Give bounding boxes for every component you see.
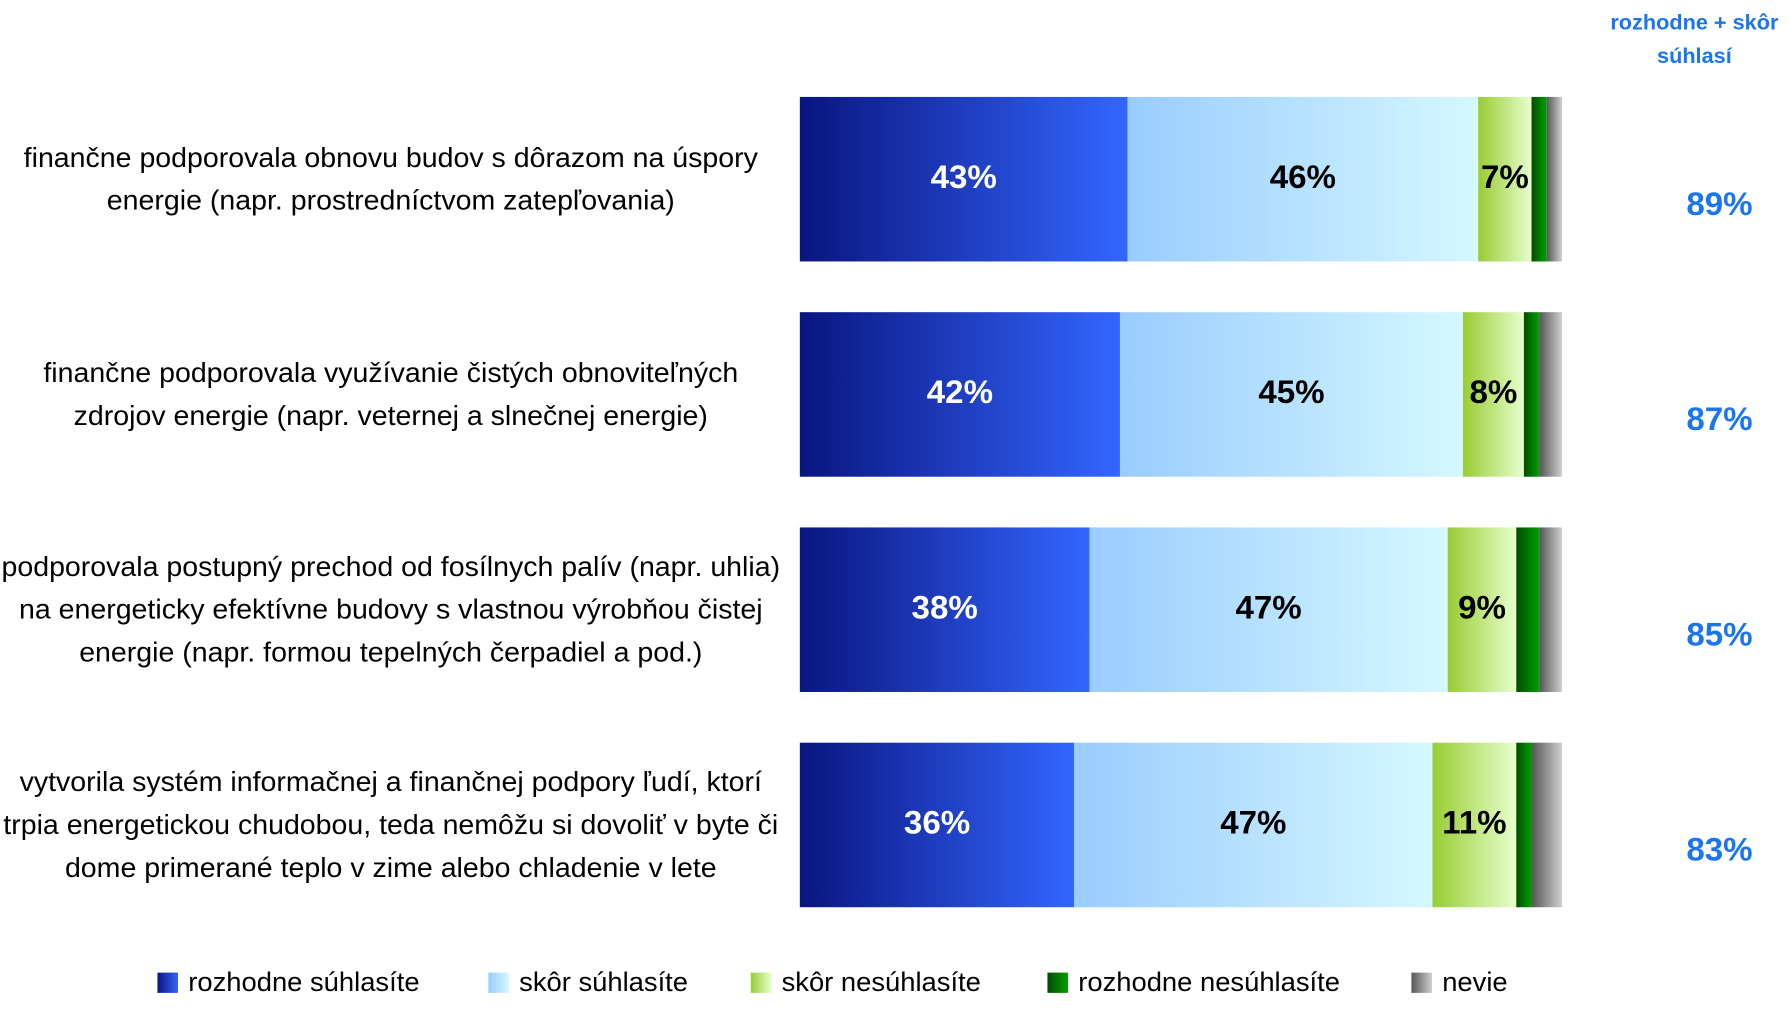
bar-segment (1539, 527, 1563, 692)
total-label: 89% (1686, 185, 1752, 222)
bar-segment (1074, 742, 1433, 908)
legend-label: skôr nesúhlasíte (782, 966, 981, 997)
bar-segment (1531, 742, 1563, 908)
bar-segment (1447, 527, 1517, 692)
legend-marker (157, 972, 178, 993)
data-label: 36% (904, 804, 970, 841)
bar-segment (1119, 312, 1463, 477)
bar-segment (799, 96, 1128, 262)
data-label: 7% (1481, 158, 1529, 195)
bar-segment (1546, 96, 1563, 262)
bar-segment (799, 527, 1090, 692)
legend-marker (488, 972, 509, 993)
legend-label: rozhodne súhlasíte (188, 966, 419, 997)
total-label: 87% (1686, 400, 1752, 437)
bar-segment (1523, 312, 1540, 477)
bar-segment (1531, 96, 1547, 262)
category-label: podporovala postupný prechod od fosílnyc… (1, 551, 781, 669)
total-label: 83% (1686, 831, 1752, 868)
data-label: 46% (1270, 158, 1336, 195)
legend-label: rozhodne nesúhlasíte (1078, 966, 1340, 997)
bar-segment (1478, 96, 1532, 262)
bar-segment (1516, 742, 1532, 908)
data-label: 47% (1220, 804, 1286, 841)
bar-segment (1089, 527, 1448, 692)
legend-marker (1411, 972, 1432, 993)
data-label: 9% (1458, 589, 1506, 626)
bar-segment (799, 312, 1120, 477)
data-label: 8% (1470, 373, 1518, 410)
data-label: 11% (1442, 804, 1506, 841)
total-label: 85% (1686, 616, 1752, 653)
data-label: 47% (1235, 589, 1301, 626)
bar-segment (1516, 527, 1540, 692)
data-label: 38% (912, 589, 978, 626)
bar-segment (1432, 742, 1517, 908)
legend-marker (1047, 972, 1068, 993)
legend-marker (750, 972, 772, 993)
data-label: 43% (931, 158, 997, 195)
legend-label: nevie (1442, 966, 1507, 997)
category-label: finančne podporovala využívanie čistých … (43, 357, 739, 432)
bar-segment (1539, 312, 1563, 477)
bar-segment (1127, 96, 1479, 262)
category-label: finančne podporovala obnovu budov s dôra… (23, 142, 758, 217)
bar-segment (1462, 312, 1524, 477)
totals-title: rozhodne + skôr súhlasí (1610, 11, 1779, 69)
category-label: vytvorila systém informačnej a finančnej… (3, 766, 779, 884)
data-label: 45% (1258, 373, 1324, 410)
legend-label: skôr súhlasíte (519, 966, 688, 997)
bar-segment (799, 742, 1075, 908)
data-label: 42% (927, 373, 993, 410)
